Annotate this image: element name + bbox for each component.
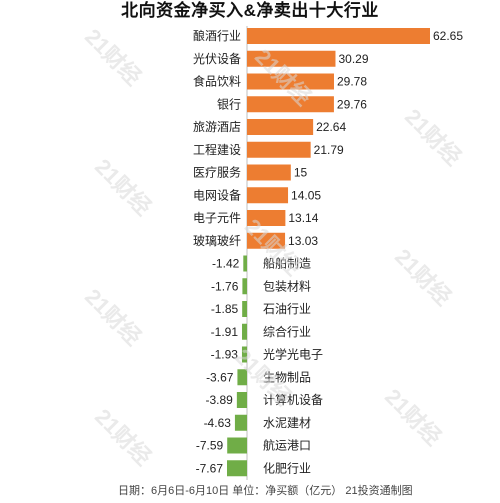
category-label-3: 银行 bbox=[217, 97, 241, 111]
bar-17 bbox=[234, 414, 247, 431]
bar-15 bbox=[237, 369, 247, 386]
category-label-15: 生物制品 bbox=[263, 370, 311, 384]
bar-2 bbox=[247, 73, 334, 90]
bar-11 bbox=[242, 278, 247, 295]
category-label-0: 酿酒行业 bbox=[193, 28, 241, 43]
chart-footer: 日期：6月6日-6月10日 单位：净买额（亿元） 21投资通制图 bbox=[118, 485, 413, 497]
bar-chart: 酿酒行业 62.65 光伏设备 30.29 食品饮料 29.78 银行 29.76 旅游酒店 22… bbox=[193, 26, 463, 480]
value-label-1: 30.29 bbox=[338, 52, 368, 66]
category-label-16: 计算机设备 bbox=[263, 392, 323, 407]
value-label-18: -7.59 bbox=[196, 439, 224, 453]
bar-4 bbox=[247, 119, 314, 135]
value-label-8: 13.14 bbox=[288, 211, 318, 225]
bar-14 bbox=[241, 346, 247, 363]
value-label-7: 14.05 bbox=[291, 188, 321, 202]
value-label-16: -3.89 bbox=[205, 393, 233, 407]
category-label-14: 光学光电子 bbox=[263, 347, 323, 362]
category-label-18: 航运港口 bbox=[263, 438, 311, 453]
bar-8 bbox=[247, 210, 286, 226]
value-label-17: -4.63 bbox=[204, 416, 232, 430]
category-label-12: 石油行业 bbox=[263, 302, 311, 316]
bar-10 bbox=[243, 255, 247, 272]
bar-7 bbox=[247, 187, 289, 204]
value-label-12: -1.85 bbox=[211, 302, 239, 316]
bar-13 bbox=[242, 323, 247, 340]
category-label-7: 电网设备 bbox=[193, 188, 241, 202]
bar-1 bbox=[247, 50, 336, 67]
value-label-15: -3.67 bbox=[206, 370, 234, 384]
value-label-5: 21.79 bbox=[314, 143, 344, 157]
value-label-9: 13.03 bbox=[288, 234, 318, 248]
value-label-10: -1.42 bbox=[212, 257, 240, 271]
bar-18 bbox=[227, 437, 247, 454]
category-label-1: 光伏设备 bbox=[193, 52, 241, 66]
value-label-14: -1.93 bbox=[211, 348, 239, 362]
bar-0 bbox=[247, 28, 430, 44]
category-label-5: 工程建设 bbox=[193, 142, 241, 157]
category-label-19: 化肥行业 bbox=[263, 461, 311, 475]
value-label-3: 29.76 bbox=[337, 97, 367, 111]
bar-3 bbox=[247, 96, 334, 113]
value-label-11: -1.76 bbox=[211, 279, 239, 293]
chart-title: 北向资金净买入&净卖出十大行业 bbox=[121, 1, 379, 20]
category-label-6: 医疗服务 bbox=[193, 165, 241, 180]
bar-6 bbox=[247, 164, 291, 181]
category-label-11: 包装材料 bbox=[263, 279, 311, 293]
category-label-9: 玻璃玻纤 bbox=[193, 234, 241, 248]
value-label-13: -1.91 bbox=[211, 325, 239, 339]
category-label-8: 电子元件 bbox=[193, 211, 241, 225]
category-label-13: 综合行业 bbox=[263, 324, 311, 339]
bar-12 bbox=[242, 301, 247, 317]
value-label-19: -7.67 bbox=[196, 461, 224, 475]
bar-5 bbox=[247, 141, 311, 158]
category-label-2: 食品饮料 bbox=[193, 74, 241, 89]
category-label-10: 船舶制造 bbox=[263, 256, 311, 271]
bar-19 bbox=[227, 460, 247, 477]
category-label-4: 旅游酒店 bbox=[193, 120, 241, 134]
bar-16 bbox=[236, 392, 247, 408]
value-label-0: 62.65 bbox=[433, 29, 463, 43]
value-label-4: 22.64 bbox=[316, 120, 346, 134]
bar-9 bbox=[247, 232, 286, 249]
value-label-6: 15 bbox=[294, 166, 308, 180]
value-label-2: 29.78 bbox=[337, 75, 367, 89]
category-label-17: 水泥建材 bbox=[263, 416, 311, 430]
